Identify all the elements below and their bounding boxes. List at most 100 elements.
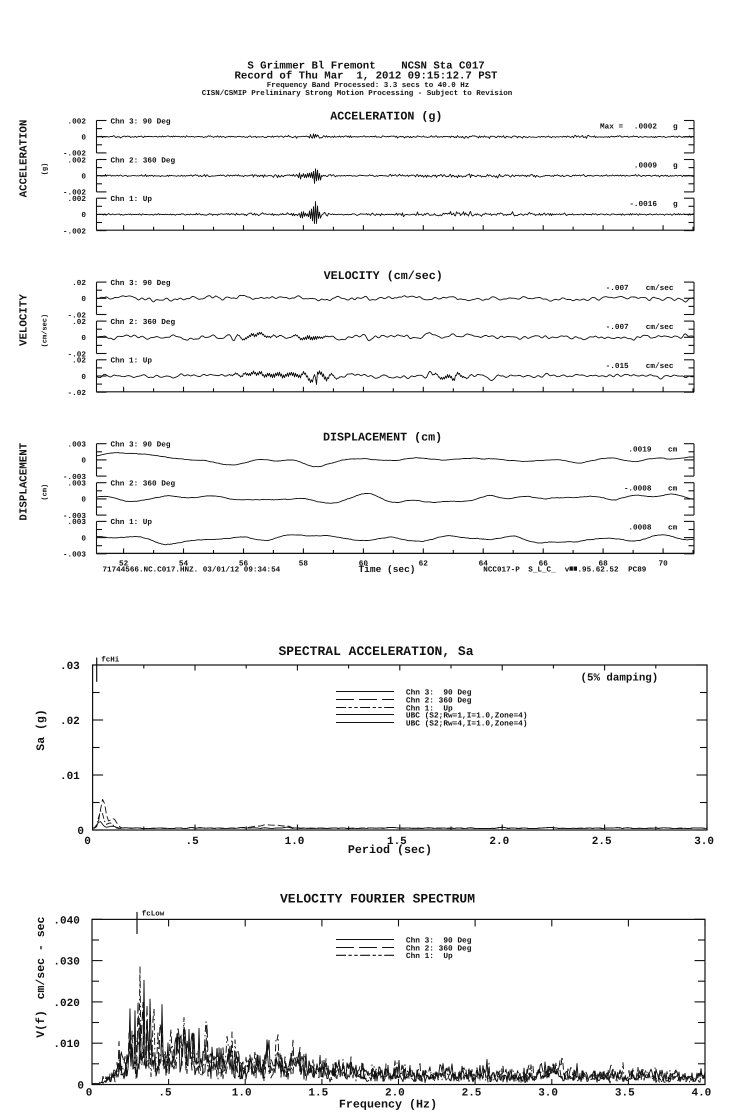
svg-text:.003: .003 bbox=[68, 518, 87, 527]
svg-text:cm/sec: cm/sec bbox=[646, 362, 674, 371]
svg-text:58: 58 bbox=[299, 560, 309, 569]
svg-text:3.0: 3.0 bbox=[694, 836, 714, 848]
svg-text:Period (sec): Period (sec) bbox=[348, 843, 432, 857]
svg-text:cm/sec: cm/sec bbox=[646, 323, 674, 332]
svg-text:.03: .03 bbox=[60, 661, 80, 673]
svg-text:-.003: -.003 bbox=[63, 473, 86, 482]
svg-text:S Grimmer Bl Fremont NCSN S: S Grimmer Bl Fremont NCSN Sta C017 bbox=[247, 61, 484, 73]
svg-text:v: v bbox=[565, 567, 570, 575]
svg-text:UBC (S2;Rw=1,I=1.0,Zone=4): UBC (S2;Rw=1,I=1.0,Zone=4) bbox=[406, 711, 528, 720]
svg-text:V(f): V(f) bbox=[35, 1010, 48, 1038]
svg-text:(g): (g) bbox=[41, 163, 50, 176]
svg-text:.02: .02 bbox=[72, 357, 86, 366]
svg-text:PC89: PC89 bbox=[628, 566, 647, 575]
svg-text:.002: .002 bbox=[68, 195, 87, 204]
svg-text:VELOCITY: VELOCITY bbox=[19, 294, 31, 346]
svg-text:0: 0 bbox=[77, 1081, 84, 1093]
svg-text:60: 60 bbox=[359, 560, 369, 569]
svg-text:68: 68 bbox=[598, 560, 608, 569]
svg-text:.02: .02 bbox=[60, 716, 80, 728]
svg-text:.01: .01 bbox=[60, 771, 80, 783]
svg-text:0: 0 bbox=[81, 373, 86, 382]
svg-text:.02: .02 bbox=[72, 279, 86, 288]
svg-text:fcLow: fcLow bbox=[142, 910, 165, 919]
svg-text:-.002: -.002 bbox=[63, 189, 86, 198]
svg-text:Chn 1: Up: Chn 1: Up bbox=[111, 518, 153, 527]
svg-text:(cm): (cm) bbox=[41, 484, 50, 501]
svg-text:Frequency (Hz): Frequency (Hz) bbox=[339, 1097, 437, 1111]
svg-text:.5: .5 bbox=[158, 1088, 172, 1100]
svg-text:Frequency Band Processed: 3.3: Frequency Band Processed: 3.3 secs to 40… bbox=[267, 81, 470, 90]
svg-text:.040: .040 bbox=[53, 915, 79, 927]
svg-text:0: 0 bbox=[77, 826, 84, 838]
svg-text:66: 66 bbox=[539, 560, 549, 569]
svg-text:S_L_C_: S_L_C_ bbox=[528, 566, 556, 575]
svg-text:Chn 2: 360 Deg: Chn 2: 360 Deg bbox=[111, 318, 176, 327]
svg-text:1.0: 1.0 bbox=[232, 1088, 252, 1100]
svg-text:-.02: -.02 bbox=[68, 311, 87, 320]
svg-text:ACCELERATION: ACCELERATION bbox=[19, 120, 31, 198]
svg-text:Time (sec): Time (sec) bbox=[358, 564, 415, 575]
svg-text:-.02: -.02 bbox=[68, 350, 87, 359]
svg-text:0: 0 bbox=[81, 534, 86, 543]
svg-text:Chn 2: 360 Deg: Chn 2: 360 Deg bbox=[111, 156, 176, 165]
svg-text:Max =: Max = bbox=[600, 123, 623, 132]
svg-text:0: 0 bbox=[81, 173, 86, 182]
svg-text:4.0: 4.0 bbox=[691, 1088, 711, 1100]
svg-text:Chn 1: Up: Chn 1: Up bbox=[406, 952, 453, 961]
svg-text:Chn 3: 90 Deg: Chn 3: 90 Deg bbox=[111, 279, 171, 288]
svg-text:.010: .010 bbox=[53, 1039, 79, 1051]
svg-text:DISPLACEMENT: DISPLACEMENT bbox=[19, 442, 31, 520]
svg-text:0: 0 bbox=[86, 1088, 93, 1100]
svg-text:SPECTRAL ACCELERATION, Sa: SPECTRAL ACCELERATION, Sa bbox=[278, 644, 473, 659]
svg-text:.003: .003 bbox=[68, 441, 87, 450]
svg-text:64: 64 bbox=[479, 560, 489, 569]
svg-text:cm: cm bbox=[668, 524, 678, 532]
svg-text:g: g bbox=[673, 201, 678, 209]
svg-text:71744566.NC.C017.HNZ. 03/01/12: 71744566.NC.C017.HNZ. 03/01/12 09:34:54 bbox=[103, 566, 281, 575]
svg-text:-.02: -.02 bbox=[68, 389, 87, 398]
svg-text:NCC017-P: NCC017-P bbox=[483, 566, 520, 575]
svg-text:DISPLACEMENT (cm): DISPLACEMENT (cm) bbox=[323, 430, 442, 444]
svg-text:70: 70 bbox=[658, 560, 668, 569]
svg-text:-.015: -.015 bbox=[606, 362, 629, 371]
svg-text:0: 0 bbox=[81, 211, 86, 220]
svg-text:.0009: .0009 bbox=[634, 162, 657, 171]
svg-text:Sa (g): Sa (g) bbox=[35, 709, 48, 750]
svg-text:Chn 1: Up: Chn 1: Up bbox=[111, 357, 153, 366]
svg-text:1.5: 1.5 bbox=[308, 1088, 328, 1100]
svg-text:-.007: -.007 bbox=[606, 323, 629, 332]
svg-text:0: 0 bbox=[81, 295, 86, 304]
svg-text:g: g bbox=[673, 163, 678, 171]
svg-text:-.002: -.002 bbox=[63, 150, 86, 159]
svg-text:0: 0 bbox=[81, 496, 86, 505]
svg-text:Chn 3: 90 Deg: Chn 3: 90 Deg bbox=[111, 441, 171, 450]
svg-text:g: g bbox=[673, 124, 678, 132]
svg-text:52: 52 bbox=[119, 560, 129, 569]
svg-text:Chn 3: 90 Deg: Chn 3: 90 Deg bbox=[406, 936, 472, 945]
svg-text:-.007: -.007 bbox=[606, 284, 629, 293]
svg-text:Chn 2: 360 Deg: Chn 2: 360 Deg bbox=[111, 480, 176, 489]
svg-text:UBC (S2;Rw=4,I=1.0,Zone=4): UBC (S2;Rw=4,I=1.0,Zone=4) bbox=[406, 719, 528, 728]
svg-text:2.5: 2.5 bbox=[592, 836, 612, 848]
svg-text:VELOCITY FOURIER SPECTRUM: VELOCITY FOURIER SPECTRUM bbox=[280, 892, 475, 907]
svg-text:3.5: 3.5 bbox=[615, 1088, 635, 1100]
svg-text:cm/sec - sec: cm/sec - sec bbox=[35, 917, 48, 1000]
svg-text:1.0: 1.0 bbox=[285, 836, 305, 848]
svg-text:0: 0 bbox=[81, 457, 86, 466]
svg-text:-.0016: -.0016 bbox=[629, 200, 657, 209]
svg-text:CISN/CSMIP Preliminary Strong: CISN/CSMIP Preliminary Strong Motion Pro… bbox=[202, 89, 513, 98]
svg-text:ACCELERATION (g): ACCELERATION (g) bbox=[330, 110, 442, 124]
svg-text:.0008: .0008 bbox=[628, 523, 651, 532]
svg-text:2.0: 2.0 bbox=[385, 1088, 405, 1100]
svg-text:.0002: .0002 bbox=[634, 123, 657, 132]
svg-text:.002: .002 bbox=[68, 117, 87, 126]
svg-text:56: 56 bbox=[239, 560, 249, 569]
svg-text:(cm/sec): (cm/sec) bbox=[41, 314, 50, 348]
svg-text:1.5: 1.5 bbox=[387, 836, 407, 848]
svg-text:(5% damping): (5% damping) bbox=[581, 673, 659, 685]
svg-text:0: 0 bbox=[84, 836, 91, 848]
svg-text:-.003: -.003 bbox=[63, 551, 86, 560]
svg-text:-.002: -.002 bbox=[63, 227, 86, 236]
svg-text:.5: .5 bbox=[185, 836, 199, 848]
